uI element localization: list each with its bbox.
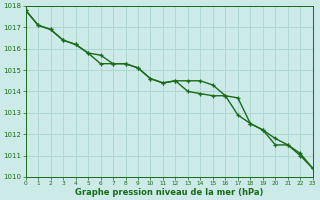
X-axis label: Graphe pression niveau de la mer (hPa): Graphe pression niveau de la mer (hPa) xyxy=(75,188,263,197)
